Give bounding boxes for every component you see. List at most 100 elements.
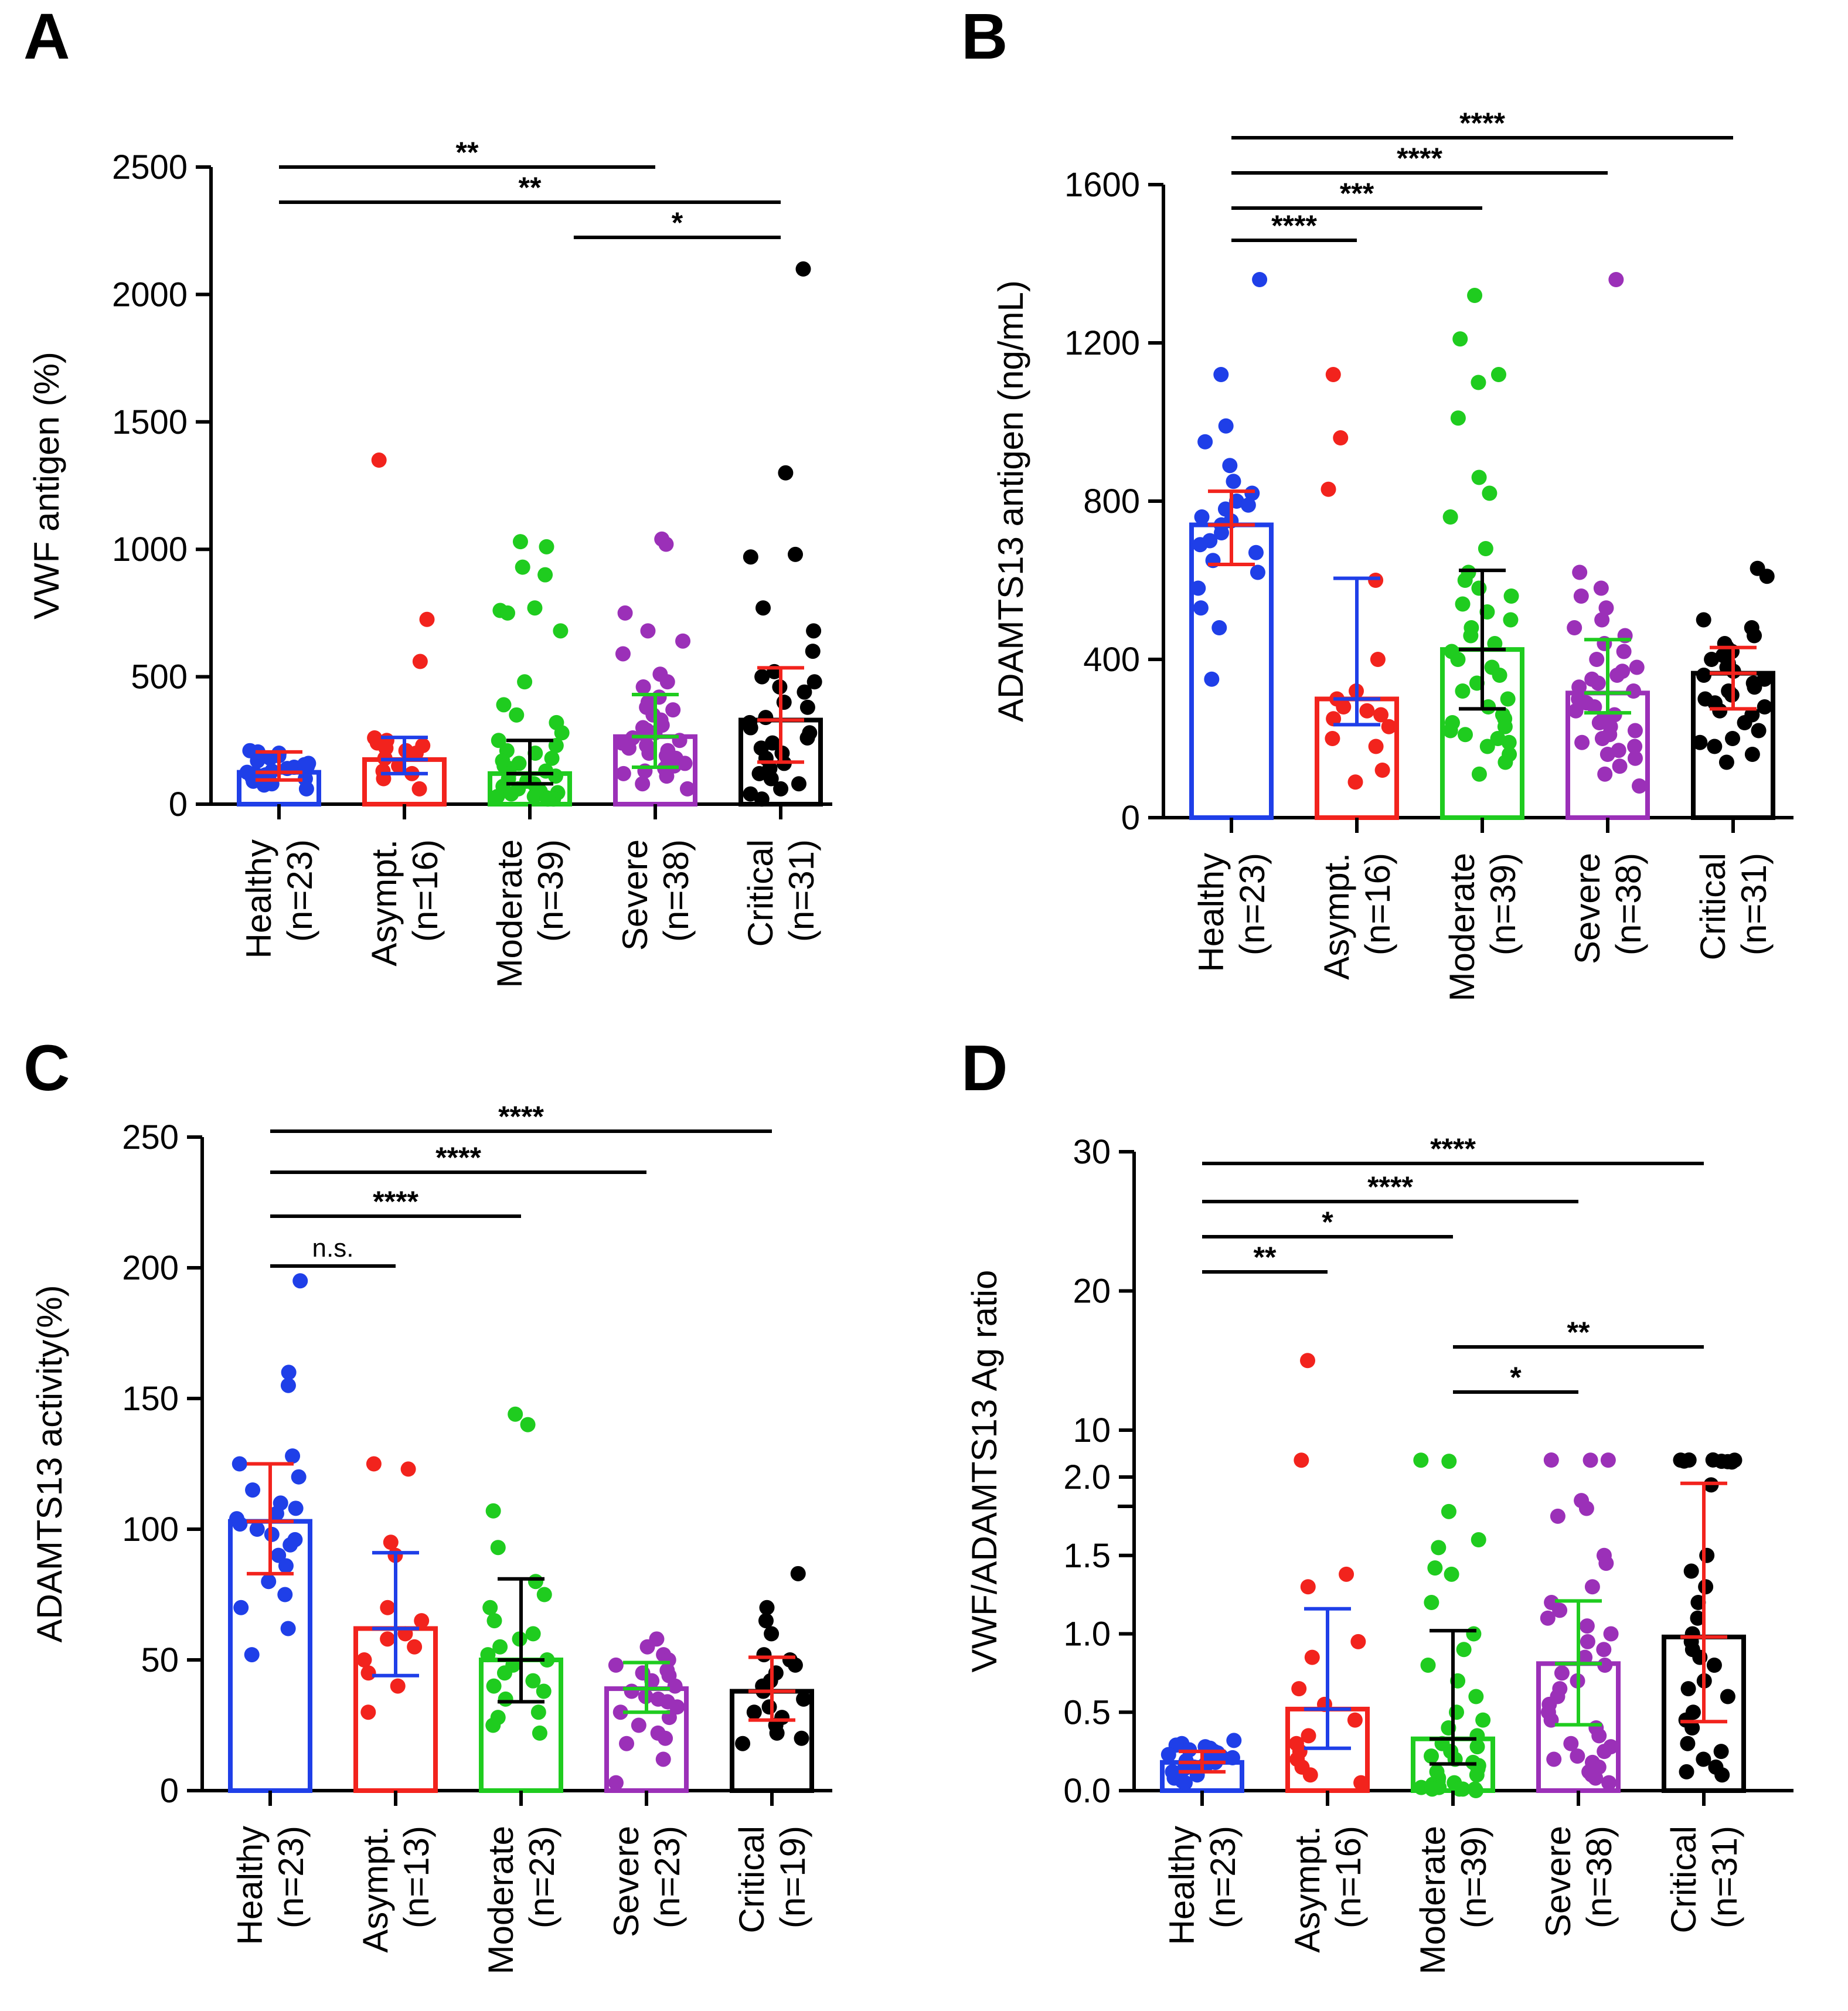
data-point <box>536 1683 552 1699</box>
data-point <box>298 781 314 797</box>
data-point <box>486 1678 502 1694</box>
data-point <box>624 1683 639 1699</box>
data-point <box>1455 683 1471 699</box>
y-tick-label: 1500 <box>112 403 188 441</box>
data-point <box>669 1699 685 1715</box>
data-point <box>1543 1452 1559 1468</box>
data-point <box>1563 1736 1579 1751</box>
data-point <box>1616 644 1632 659</box>
data-point <box>1759 569 1775 584</box>
data-point <box>1339 1566 1354 1582</box>
x-n-label: (n=38) <box>1580 1826 1619 1928</box>
data-point <box>1627 750 1643 766</box>
significance-label: *** <box>1340 177 1374 210</box>
data-point <box>608 1657 624 1673</box>
data-point <box>1373 707 1389 723</box>
data-point <box>1350 1634 1366 1649</box>
x-n-label: (n=16) <box>1358 853 1397 955</box>
data-point <box>530 1704 546 1720</box>
data-point <box>540 791 556 807</box>
data-point <box>1757 699 1772 714</box>
data-point <box>1478 541 1493 556</box>
data-point <box>641 746 657 761</box>
data-point <box>1424 1748 1439 1764</box>
data-point <box>799 730 815 746</box>
data-point <box>360 1665 376 1681</box>
y-axis-label: ADAMTS13 antigen (ng/mL) <box>991 280 1030 722</box>
data-point <box>1466 1626 1482 1642</box>
data-point <box>281 1365 297 1380</box>
significance-label: **** <box>435 1141 481 1174</box>
y-tick-label: 0 <box>1121 799 1140 837</box>
data-point <box>658 1730 673 1746</box>
data-point <box>411 781 427 797</box>
data-point <box>1325 367 1341 382</box>
panel-letter: C <box>23 1032 70 1104</box>
data-point <box>658 536 674 552</box>
data-point <box>492 1639 508 1655</box>
data-point <box>1370 652 1386 667</box>
data-point <box>1302 1767 1318 1783</box>
y-tick-label: 10 <box>1073 1411 1111 1449</box>
y-tick-label: 2000 <box>112 275 188 314</box>
data-point <box>509 707 525 723</box>
x-category-label: Moderate <box>1413 1826 1452 1974</box>
data-point <box>754 669 770 685</box>
significance-label: **** <box>1459 107 1505 139</box>
data-point <box>1603 1626 1619 1642</box>
data-point <box>407 1639 423 1655</box>
data-point <box>1582 1452 1598 1468</box>
data-point <box>1304 1649 1320 1665</box>
data-point <box>1456 1642 1472 1658</box>
significance-label: **** <box>1430 1132 1476 1165</box>
data-point <box>390 1678 406 1694</box>
data-point <box>1594 612 1610 628</box>
data-point <box>1444 1566 1459 1582</box>
data-point <box>799 699 815 715</box>
data-point <box>621 740 637 756</box>
data-point <box>1347 1712 1363 1728</box>
y-tick-label: 100 <box>122 1510 179 1549</box>
x-category-label: Critical <box>741 839 780 947</box>
x-n-label: (n=16) <box>406 839 445 942</box>
data-point <box>806 623 822 639</box>
x-category-label: Asympt. <box>365 839 404 967</box>
data-point <box>380 1600 396 1615</box>
x-n-label: (n=31) <box>1734 853 1774 955</box>
data-point <box>1725 731 1741 746</box>
data-point <box>1690 1610 1706 1626</box>
data-point <box>371 452 387 468</box>
data-point <box>1680 1681 1696 1697</box>
data-point <box>553 623 569 639</box>
significance-label: ** <box>519 171 542 204</box>
data-point <box>520 1417 536 1432</box>
data-point <box>640 623 656 639</box>
data-point <box>1471 766 1487 782</box>
data-point <box>1584 1579 1600 1595</box>
x-category-label: Healthy <box>1192 853 1231 972</box>
x-n-label: (n=38) <box>656 839 696 942</box>
data-point <box>1450 652 1466 667</box>
data-point <box>1554 1665 1570 1681</box>
data-point <box>1177 1775 1193 1791</box>
data-point <box>763 771 779 787</box>
data-point <box>1597 1658 1613 1673</box>
data-point <box>482 1600 498 1615</box>
data-point <box>1441 1503 1456 1519</box>
data-point <box>1747 679 1762 695</box>
data-point <box>1353 1775 1369 1791</box>
data-point <box>1590 675 1606 691</box>
data-point <box>1573 588 1589 604</box>
data-point <box>527 600 543 616</box>
significance-label: * <box>1322 1206 1333 1238</box>
data-point <box>1471 580 1487 596</box>
data-point <box>1626 683 1642 699</box>
data-point <box>764 1626 780 1642</box>
data-point <box>1431 1540 1447 1556</box>
data-point <box>631 1717 646 1733</box>
x-n-label: (n=23) <box>271 1826 311 1928</box>
data-point <box>1552 1602 1568 1618</box>
significance-label: * <box>1510 1361 1522 1394</box>
y-tick-label: 1000 <box>112 530 188 569</box>
data-point <box>619 1736 635 1751</box>
